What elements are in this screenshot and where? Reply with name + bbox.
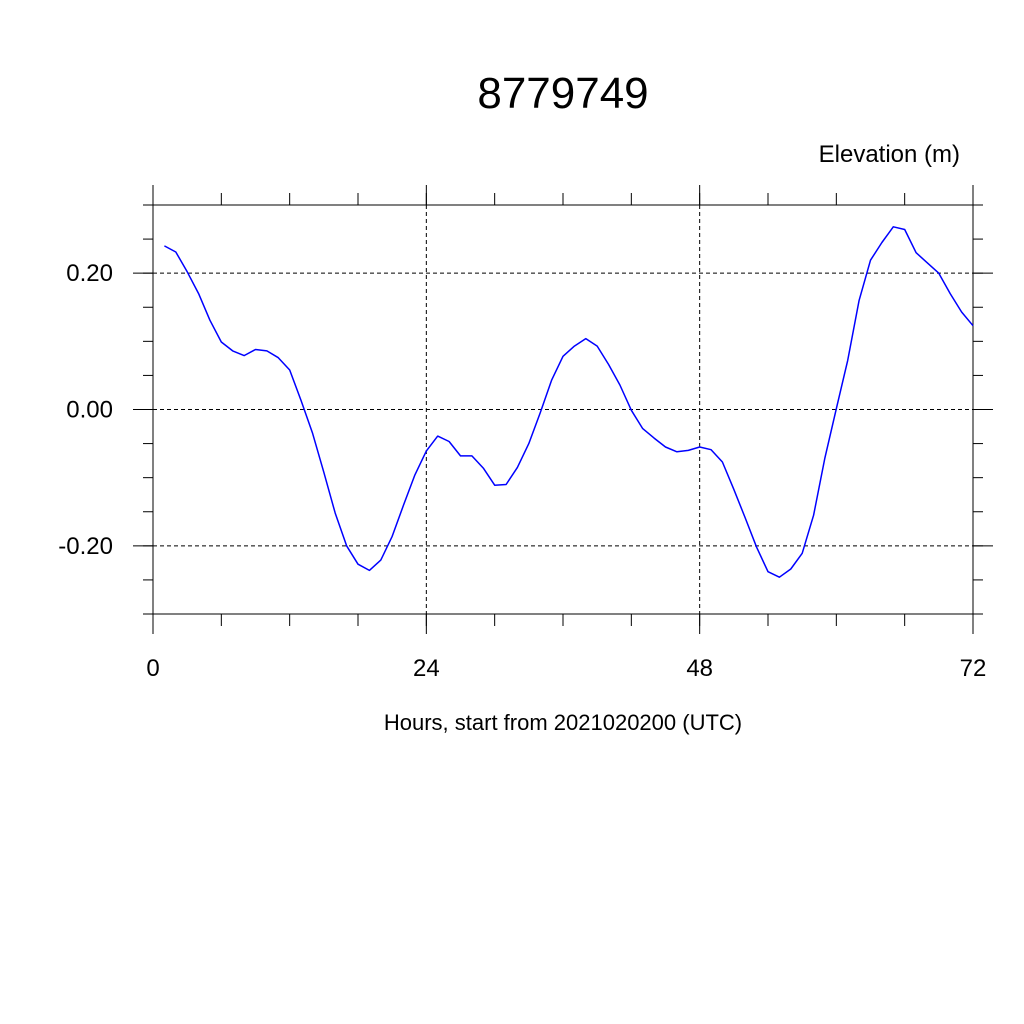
x-tick-label: 48 bbox=[686, 655, 713, 682]
chart-title: 8779749 bbox=[477, 69, 648, 118]
plot-frame bbox=[152, 204, 974, 615]
x-tick-labels: 0 24 48 72 bbox=[146, 655, 986, 682]
series-line bbox=[164, 226, 974, 578]
x-tick-label: 72 bbox=[960, 655, 987, 682]
major-ticks bbox=[133, 185, 993, 634]
y-tick-label: -0.20 bbox=[58, 533, 113, 560]
grid-lines bbox=[152, 205, 974, 614]
x-tick-label: 24 bbox=[413, 655, 440, 682]
x-tick-label: 0 bbox=[146, 655, 159, 682]
series-layer bbox=[164, 226, 974, 578]
y-tick-label: 0.20 bbox=[66, 260, 113, 287]
y-axis-label: Elevation (m) bbox=[819, 141, 960, 168]
x-axis-label: Hours, start from 2021020200 (UTC) bbox=[384, 710, 742, 735]
y-tick-labels: -0.20 0.00 0.20 bbox=[58, 260, 113, 560]
y-tick-label: 0.00 bbox=[66, 397, 113, 424]
